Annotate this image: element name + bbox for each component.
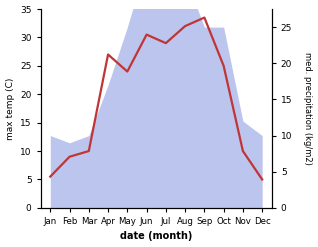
X-axis label: date (month): date (month) [120, 231, 192, 242]
Y-axis label: max temp (C): max temp (C) [5, 77, 15, 140]
Y-axis label: med. precipitation (kg/m2): med. precipitation (kg/m2) [303, 52, 313, 165]
